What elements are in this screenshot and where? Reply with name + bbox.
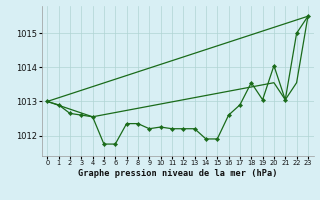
X-axis label: Graphe pression niveau de la mer (hPa): Graphe pression niveau de la mer (hPa)	[78, 169, 277, 178]
